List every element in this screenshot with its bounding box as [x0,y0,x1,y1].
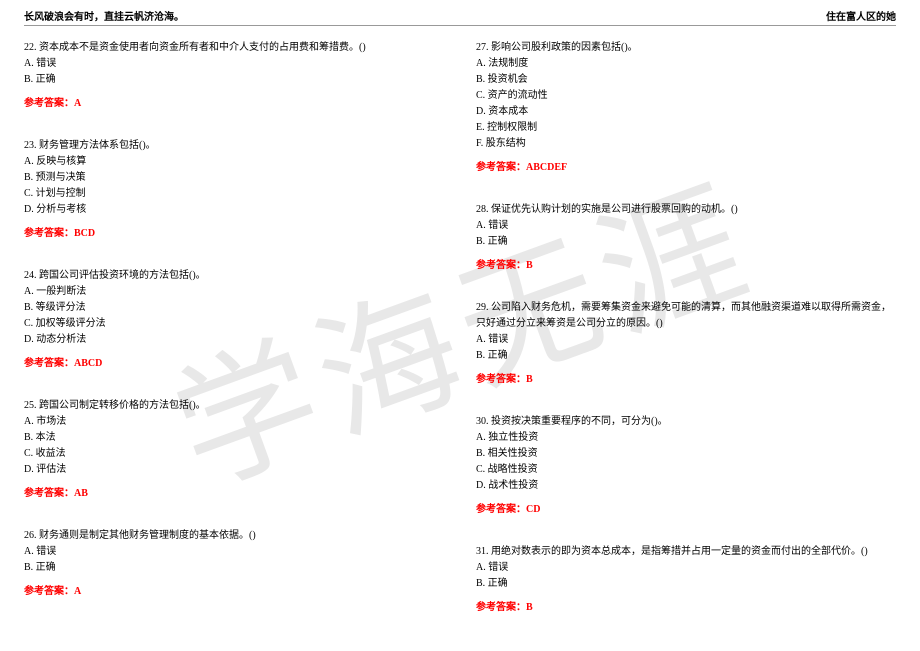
answer-line: 参考答案：CD [476,502,896,518]
question-option: A. 错误 [476,218,896,234]
answer-label: 参考答案： [476,504,526,515]
answer-line: 参考答案：BCD [24,226,444,242]
question-block: 29. 公司陷入财务危机，需要筹集资金来避免可能的清算，而其他融资渠道难以取得所… [476,300,896,388]
answer-label: 参考答案： [24,98,74,109]
page-content: 长风破浪会有时，直挂云帆济沧海。 住在富人区的她 22. 资本成本不是资金使用者… [0,0,920,642]
question-option: B. 正确 [24,560,444,576]
answer-value: BCD [74,228,95,239]
question-option: C. 资产的流动性 [476,88,896,104]
answer-line: 参考答案：ABCDEF [476,160,896,176]
answer-value: B [526,602,533,613]
question-option: C. 加权等级评分法 [24,316,444,332]
answer-line: 参考答案：A [24,96,444,112]
question-option: B. 相关性投资 [476,446,896,462]
columns: 22. 资本成本不是资金使用者向资金所有者和中介人支付的占用费和筹措费。()A.… [24,40,896,642]
question-option: A. 一般判断法 [24,284,444,300]
question-option: C. 战略性投资 [476,462,896,478]
question-block: 22. 资本成本不是资金使用者向资金所有者和中介人支付的占用费和筹措费。()A.… [24,40,444,112]
question-option: D. 评估法 [24,462,444,478]
header-left: 长风破浪会有时，直挂云帆济沧海。 [24,8,184,23]
question-stem: 29. 公司陷入财务危机，需要筹集资金来避免可能的清算，而其他融资渠道难以取得所… [476,300,896,332]
question-option: B. 正确 [476,348,896,364]
answer-value: ABCDEF [526,162,567,173]
question-option: D. 战术性投资 [476,478,896,494]
question-block: 23. 财务管理方法体系包括()。A. 反映与核算B. 预测与决策C. 计划与控… [24,138,444,242]
question-option: A. 错误 [24,56,444,72]
answer-value: A [74,98,81,109]
answer-line: 参考答案：ABCD [24,356,444,372]
question-option: A. 反映与核算 [24,154,444,170]
question-stem: 30. 投资按决策重要程序的不同，可分为()。 [476,414,896,430]
question-stem: 24. 跨国公司评估投资环境的方法包括()。 [24,268,444,284]
answer-label: 参考答案： [24,228,74,239]
question-option: F. 股东结构 [476,136,896,152]
answer-line: 参考答案：B [476,372,896,388]
answer-line: 参考答案：B [476,258,896,274]
answer-label: 参考答案： [24,488,74,499]
question-option: D. 分析与考核 [24,202,444,218]
question-option: E. 控制权限制 [476,120,896,136]
question-option: D. 动态分析法 [24,332,444,348]
question-stem: 22. 资本成本不是资金使用者向资金所有者和中介人支付的占用费和筹措费。() [24,40,444,56]
answer-value: AB [74,488,88,499]
question-option: A. 市场法 [24,414,444,430]
question-option: B. 预测与决策 [24,170,444,186]
question-option: B. 等级评分法 [24,300,444,316]
question-stem: 26. 财务通则是制定其他财务管理制度的基本依据。() [24,528,444,544]
answer-label: 参考答案： [476,260,526,271]
question-option: B. 正确 [476,576,896,592]
question-block: 26. 财务通则是制定其他财务管理制度的基本依据。()A. 错误B. 正确参考答… [24,528,444,600]
answer-value: CD [526,504,540,515]
question-option: A. 错误 [476,560,896,576]
question-option: A. 法规制度 [476,56,896,72]
question-option: C. 收益法 [24,446,444,462]
question-stem: 27. 影响公司股利政策的因素包括()。 [476,40,896,56]
left-column: 22. 资本成本不是资金使用者向资金所有者和中介人支付的占用费和筹措费。()A.… [24,40,444,642]
page-header: 长风破浪会有时，直挂云帆济沧海。 住在富人区的她 [24,8,896,26]
answer-label: 参考答案： [476,162,526,173]
right-column: 27. 影响公司股利政策的因素包括()。A. 法规制度B. 投资机会C. 资产的… [476,40,896,642]
question-option: B. 本法 [24,430,444,446]
question-block: 27. 影响公司股利政策的因素包括()。A. 法规制度B. 投资机会C. 资产的… [476,40,896,176]
question-block: 25. 跨国公司制定转移价格的方法包括()。A. 市场法B. 本法C. 收益法D… [24,398,444,502]
answer-value: ABCD [74,358,102,369]
answer-label: 参考答案： [24,358,74,369]
question-option: B. 正确 [476,234,896,250]
question-block: 28. 保证优先认购计划的实施是公司进行股票回购的动机。()A. 错误B. 正确… [476,202,896,274]
question-block: 31. 用绝对数表示的即为资本总成本，是指筹措并占用一定量的资金而付出的全部代价… [476,544,896,616]
answer-line: 参考答案：AB [24,486,444,502]
answer-line: 参考答案：B [476,600,896,616]
answer-value: A [74,586,81,597]
answer-line: 参考答案：A [24,584,444,600]
answer-value: B [526,260,533,271]
answer-value: B [526,374,533,385]
question-option: D. 资本成本 [476,104,896,120]
question-stem: 31. 用绝对数表示的即为资本总成本，是指筹措并占用一定量的资金而付出的全部代价… [476,544,896,560]
answer-label: 参考答案： [24,586,74,597]
question-option: B. 投资机会 [476,72,896,88]
question-block: 30. 投资按决策重要程序的不同，可分为()。A. 独立性投资B. 相关性投资C… [476,414,896,518]
question-stem: 23. 财务管理方法体系包括()。 [24,138,444,154]
question-option: A. 独立性投资 [476,430,896,446]
question-option: A. 错误 [476,332,896,348]
answer-label: 参考答案： [476,602,526,613]
question-option: B. 正确 [24,72,444,88]
question-option: A. 错误 [24,544,444,560]
question-option: C. 计划与控制 [24,186,444,202]
question-stem: 28. 保证优先认购计划的实施是公司进行股票回购的动机。() [476,202,896,218]
question-block: 24. 跨国公司评估投资环境的方法包括()。A. 一般判断法B. 等级评分法C.… [24,268,444,372]
answer-label: 参考答案： [476,374,526,385]
header-right: 住在富人区的她 [826,8,896,23]
question-stem: 25. 跨国公司制定转移价格的方法包括()。 [24,398,444,414]
